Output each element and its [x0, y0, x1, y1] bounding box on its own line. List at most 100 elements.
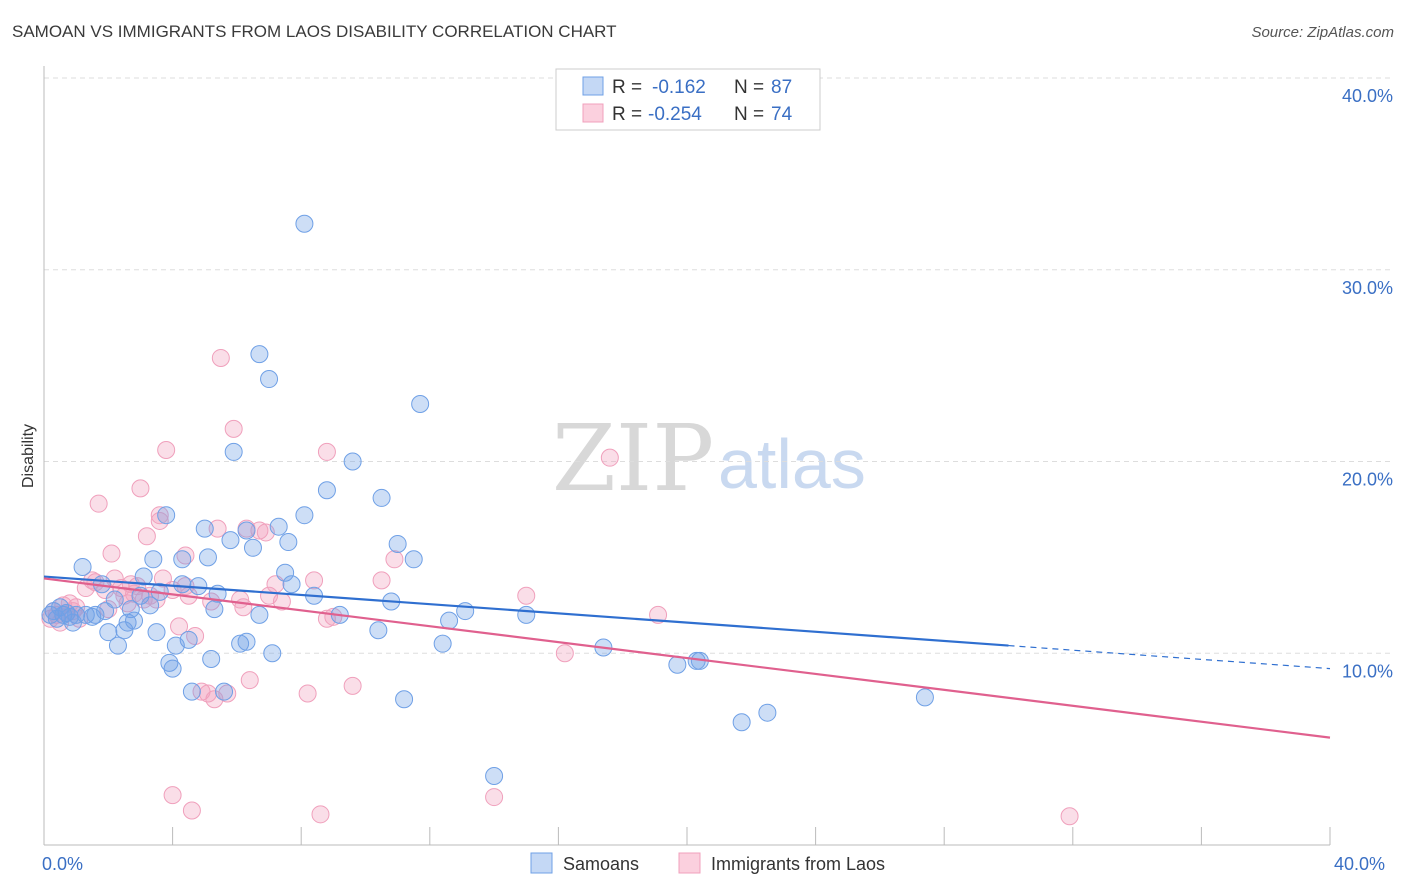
laos-trend-line — [43, 577, 1331, 739]
samoans-point — [732, 713, 751, 732]
samoans-point — [134, 567, 153, 586]
samoans-point — [231, 634, 250, 653]
laos-point — [102, 544, 121, 563]
samoans-point — [758, 703, 777, 722]
samoans-point — [237, 521, 256, 540]
samoans-point — [105, 590, 124, 609]
watermark-zip: ZIP — [552, 405, 714, 512]
axes — [43, 66, 1331, 846]
legend-r-label-2: R = — [612, 104, 642, 125]
laos-point — [517, 586, 536, 605]
laos-point — [324, 607, 343, 626]
legend-n-label-2: N = — [734, 104, 764, 125]
samoans-point — [260, 370, 279, 389]
samoans-point — [60, 607, 79, 626]
samoans-point — [433, 634, 452, 653]
samoans-point — [54, 605, 73, 624]
chart-source: Source: ZipAtlas.com — [1251, 24, 1394, 41]
samoans-point — [250, 605, 269, 624]
bottom-legend: Samoans Immigrants from Laos — [530, 852, 885, 874]
samoans-point — [73, 557, 92, 576]
laos-point — [343, 676, 362, 695]
samoans-point — [160, 653, 179, 672]
samoans-point — [295, 214, 314, 233]
samoans-point — [86, 605, 105, 624]
legend-swatch-samoans — [582, 76, 604, 96]
laos-point — [311, 805, 330, 824]
bottom-legend-laos: Immigrants from Laos — [711, 854, 885, 874]
bottom-legend-swatch-laos — [678, 852, 701, 874]
samoans-point — [517, 605, 536, 624]
samoans-point — [279, 533, 298, 552]
bottom-legend-samoans: Samoans — [563, 854, 639, 874]
y-tick-label: 30.0% — [1342, 278, 1393, 298]
laos-point — [170, 617, 189, 636]
bottom-legend-swatch-samoans — [530, 852, 553, 874]
samoans-point — [343, 452, 362, 471]
laos-point — [240, 671, 259, 690]
x-tick-label: 40.0% — [1334, 854, 1385, 874]
laos-point — [131, 479, 150, 498]
laos-point — [157, 440, 176, 459]
samoans-trend-extension — [1008, 644, 1331, 670]
samoans-point — [118, 613, 137, 632]
laos-point — [305, 571, 324, 590]
samoans-point — [96, 602, 115, 621]
legend-swatch-laos — [582, 103, 604, 123]
samoans-point — [202, 650, 221, 669]
laos-point — [218, 684, 237, 703]
y-axis-label: Disability — [20, 424, 37, 488]
laos-point — [150, 506, 169, 525]
samoans-point — [237, 632, 256, 651]
watermark-atlas: atlas — [718, 425, 866, 503]
laos-point — [250, 521, 269, 540]
laos-point — [153, 569, 172, 588]
samoans-point — [250, 345, 269, 364]
samoans-point — [147, 623, 166, 642]
samoans-point — [263, 644, 282, 663]
series-samoans-points — [41, 214, 934, 785]
samoans-point — [182, 682, 201, 701]
samoans-point — [215, 682, 234, 701]
laos-point — [1060, 807, 1079, 826]
samoans-point — [404, 550, 423, 569]
laos-point — [372, 571, 391, 590]
laos-point — [298, 684, 317, 703]
samoans-point — [121, 600, 140, 619]
top-legend: R = -0.162 N = 87 R = -0.254 N = 74 — [555, 68, 821, 131]
samoans-point — [67, 605, 86, 624]
samoans-point — [173, 575, 192, 594]
samoans-point — [195, 519, 214, 538]
samoans-point — [125, 611, 144, 630]
laos-point — [86, 573, 105, 592]
x-tick-label: 0.0% — [42, 854, 83, 874]
y-tick-label: 10.0% — [1342, 661, 1393, 681]
samoans-point — [144, 550, 163, 569]
laos-point — [163, 786, 182, 805]
laos-point — [600, 448, 619, 467]
samoans-point — [198, 548, 217, 567]
samoans-point — [108, 636, 127, 655]
samoans-point — [395, 690, 414, 709]
samoans-point — [485, 766, 504, 785]
samoans-point — [668, 655, 687, 674]
samoans-point — [221, 531, 240, 550]
samoans-point — [388, 534, 407, 553]
samoans-point — [269, 517, 288, 536]
y-tick-label: 40.0% — [1342, 86, 1393, 106]
samoans-trend-line — [43, 575, 1009, 647]
laos-point — [182, 801, 201, 820]
samoans-point — [157, 506, 176, 525]
samoans-point — [915, 688, 934, 707]
legend-n-label-1: N = — [734, 77, 764, 98]
legend-r-value-1: -0.162 — [652, 77, 706, 98]
grid — [44, 77, 1394, 654]
laos-point — [211, 348, 230, 367]
samoans-point — [243, 538, 262, 557]
samoans-point — [163, 659, 182, 678]
samoans-point — [369, 621, 388, 640]
laos-point — [224, 419, 243, 438]
samoans-point — [282, 575, 301, 594]
samoans-point — [411, 394, 430, 413]
